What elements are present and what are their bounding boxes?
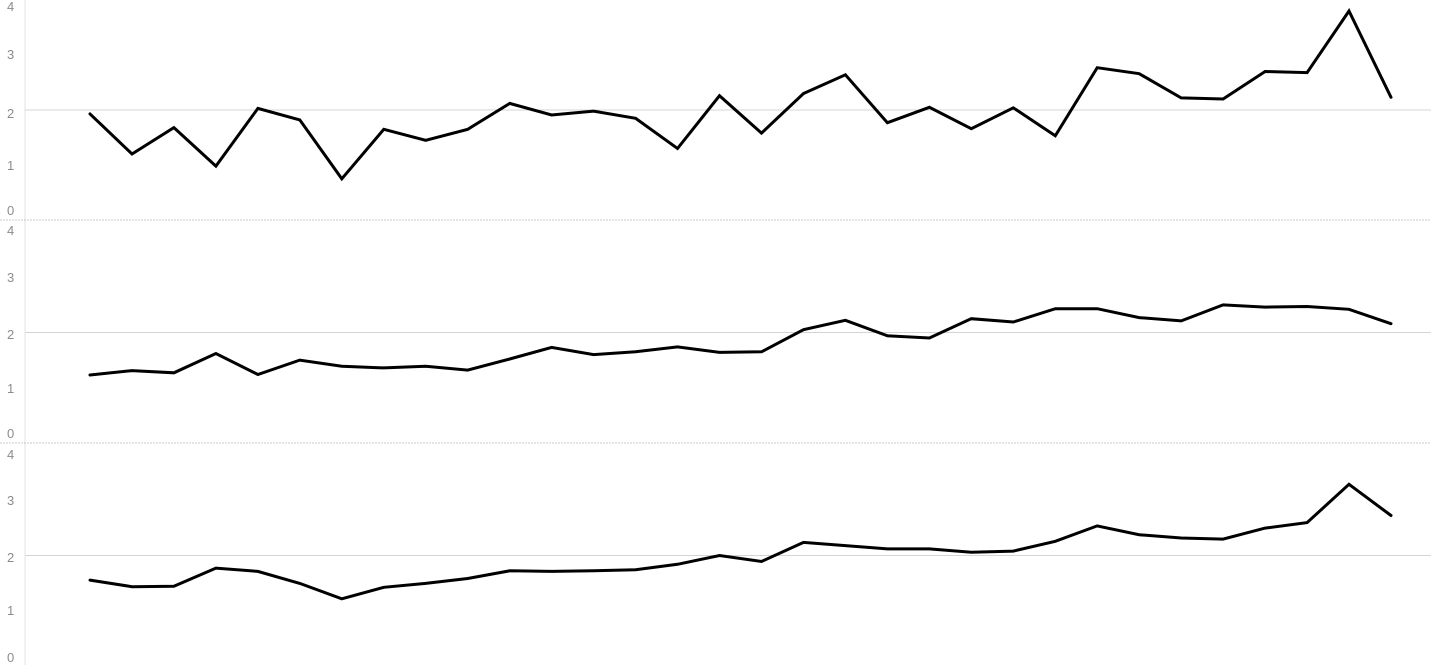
y-tick-label: 4 xyxy=(7,447,14,462)
y-tick-label: 1 xyxy=(7,603,14,618)
y-tick-label: 3 xyxy=(7,47,14,62)
y-tick-label: 1 xyxy=(7,381,14,396)
series-line xyxy=(88,303,1393,377)
y-tick-label: 0 xyxy=(7,426,14,441)
series-line xyxy=(88,8,1393,182)
y-tick-label: 2 xyxy=(7,327,14,342)
y-tick-label: 1 xyxy=(7,158,14,173)
y-tick-label: 3 xyxy=(7,493,14,508)
y-tick-label: 3 xyxy=(7,270,14,285)
panel-3: 0 1 2 3 4 xyxy=(7,447,1431,665)
y-tick-label: 0 xyxy=(7,650,14,665)
series-line xyxy=(88,482,1393,601)
panel-2: 0 1 2 3 4 xyxy=(0,223,1431,444)
y-tick-label: 2 xyxy=(7,106,14,121)
y-tick-label: 2 xyxy=(7,550,14,565)
y-tick-label: 0 xyxy=(7,203,14,218)
panel-1: 0 1 2 3 4 xyxy=(0,0,1431,221)
y-tick-label: 4 xyxy=(7,0,14,14)
y-tick-label: 4 xyxy=(7,223,14,238)
